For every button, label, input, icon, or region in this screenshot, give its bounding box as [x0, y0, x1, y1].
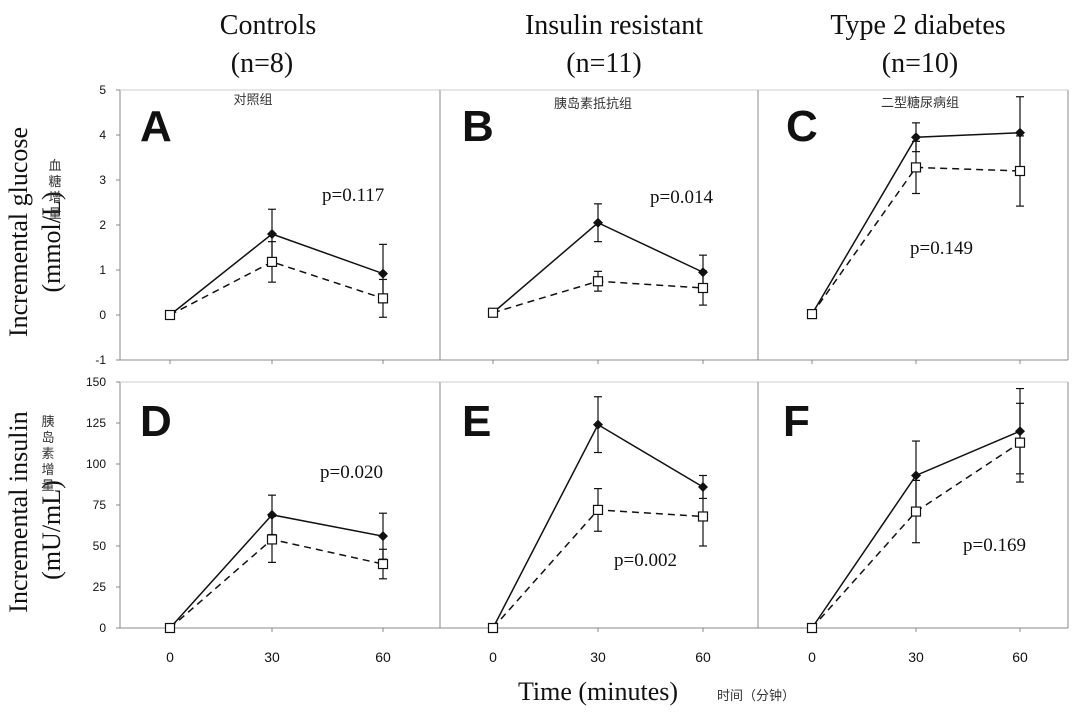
p-value-label: p=0.002 — [614, 550, 677, 571]
x-tick-label: 60 — [1012, 649, 1028, 665]
panel-A: -1 0 1 2 3 4 5 Ap=0.117 — [95, 83, 440, 367]
data-point-open-square — [592, 504, 604, 516]
panel-letter: E — [462, 397, 491, 446]
p-value-label: p=0.149 — [910, 238, 973, 259]
y-tick-label: 125 — [86, 416, 106, 430]
ylabel-insulin-line1: Incremental insulin — [4, 411, 33, 612]
y-tick-label: 50 — [93, 539, 107, 553]
panels-group: -1012345Ap=0.117Bp=0.014Cp=0.14902550751… — [86, 83, 1069, 665]
ylabel-glucose-line1: Incremental glucose — [4, 127, 33, 337]
column-n-controls: (n=8) — [231, 48, 293, 79]
data-point-open-square — [266, 534, 278, 545]
data-point-open-square — [266, 256, 278, 267]
x-tick-label: 30 — [264, 649, 280, 665]
panel-E: 0 30 60 Ep=0.002 — [439, 381, 758, 665]
data-point-filled-diamond — [1015, 127, 1025, 138]
column-subtitle-cn-insulin-resistant: 胰岛素抵抗组 — [554, 96, 632, 112]
ylabel-cn-insulin-1: 岛 — [41, 430, 54, 446]
ylabel-cn-insulin-0: 胰 — [41, 415, 54, 430]
xlabel: Time (minutes) — [518, 677, 678, 706]
column-n-type2-diabetes: (n=10) — [882, 48, 958, 79]
column-title-controls: Controls — [220, 10, 316, 41]
x-tick-label: 0 — [489, 649, 497, 665]
ylabel-insulin-line2: (mU/mL) — [37, 480, 66, 580]
column-n-insulin-resistant: (n=11) — [566, 48, 641, 79]
y-tick-label: 1 — [99, 263, 106, 277]
data-point-open-square — [487, 307, 499, 318]
data-point-open-square — [377, 558, 389, 570]
data-point-open-square — [1014, 165, 1026, 177]
x-tick-label: 30 — [590, 649, 606, 665]
y-tick-label: 0 — [99, 621, 106, 635]
column-title-insulin-resistant: Insulin resistant — [525, 10, 703, 41]
data-point-open-square — [910, 162, 922, 173]
data-point-filled-diamond — [911, 132, 921, 143]
panel-letter: D — [140, 397, 172, 446]
series-line-solid — [169, 514, 384, 629]
series-line-dashed — [169, 261, 384, 316]
ylabel-cn-glucose-3: 量 — [48, 207, 61, 222]
ylabel-cn-glucose-2: 增 — [48, 191, 61, 206]
y-tick-label: -1 — [95, 353, 106, 367]
x-tick-label: 60 — [375, 649, 391, 665]
x-tick-label: 60 — [695, 649, 711, 665]
data-point-open-square — [377, 293, 389, 304]
ylabel-glucose-line2: (mmol/L) — [37, 191, 66, 292]
y-tick-label: 150 — [86, 375, 106, 389]
y-tick-label: 0 — [99, 308, 106, 322]
data-point-filled-diamond — [378, 268, 388, 279]
y-tick-label: 3 — [99, 173, 106, 187]
p-value-label: p=0.020 — [320, 462, 383, 483]
data-point-open-square — [592, 276, 604, 287]
panel-letter: B — [462, 102, 494, 151]
data-point-filled-diamond — [911, 470, 921, 481]
x-tick-label: 30 — [908, 649, 924, 665]
series-line-dashed — [169, 538, 384, 629]
data-point-open-square — [697, 282, 709, 294]
column-subtitle-cn-type2-diabetes: 二型糖尿病组 — [881, 95, 959, 111]
data-point-open-square — [806, 622, 818, 634]
ylabel-cn-glucose-1: 糖 — [48, 174, 61, 190]
data-point-open-square — [487, 622, 499, 634]
ylabel-cn-insulin-4: 量 — [41, 479, 54, 494]
column-title-type2-diabetes: Type 2 diabetes — [830, 10, 1005, 41]
data-point-filled-diamond — [267, 509, 277, 520]
panel-letter: C — [786, 102, 818, 151]
y-tick-label: 4 — [99, 128, 106, 142]
data-point-open-square — [1014, 437, 1026, 448]
data-point-open-square — [164, 622, 176, 634]
ylabel-cn-insulin-3: 增 — [41, 463, 54, 478]
column-subtitle-cn-controls: 对照组 — [233, 93, 272, 108]
y-tick-label: 25 — [93, 580, 107, 594]
data-point-filled-diamond — [593, 419, 603, 430]
x-tick-label: 0 — [808, 649, 816, 665]
p-value-label: p=0.117 — [322, 185, 384, 206]
y-tick-label: 2 — [99, 218, 106, 232]
p-value-label: p=0.014 — [650, 187, 713, 208]
data-point-filled-diamond — [267, 229, 277, 239]
data-point-open-square — [910, 506, 922, 517]
xlabel-cn: 时间（分钟） — [717, 688, 795, 704]
data-point-filled-diamond — [593, 217, 603, 228]
panel-letter: F — [783, 397, 810, 446]
panel-C: Cp=0.149 — [757, 89, 1069, 364]
series-line-solid — [169, 233, 384, 316]
y-tick-label: 75 — [93, 498, 107, 512]
data-point-open-square — [697, 511, 709, 522]
data-point-open-square — [164, 309, 176, 321]
x-tick-label: 0 — [166, 649, 174, 665]
y-tick-label: 100 — [86, 457, 106, 471]
data-point-filled-diamond — [378, 531, 388, 542]
ylabel-cn-glucose-0: 血 — [48, 159, 61, 174]
panel-D: 0 25 50 75 100 125 150 0 30 60 Dp=0.020 — [86, 375, 440, 665]
p-value-label: p=0.169 — [963, 535, 1026, 556]
panel-F: 0 30 60 Fp=0.169 — [757, 381, 1069, 665]
data-point-open-square — [806, 309, 818, 320]
panel-letter: A — [140, 102, 172, 151]
y-tick-label: 5 — [99, 83, 106, 97]
panel-B: Bp=0.014 — [439, 89, 758, 364]
ylabel-cn-insulin-2: 素 — [41, 447, 54, 462]
